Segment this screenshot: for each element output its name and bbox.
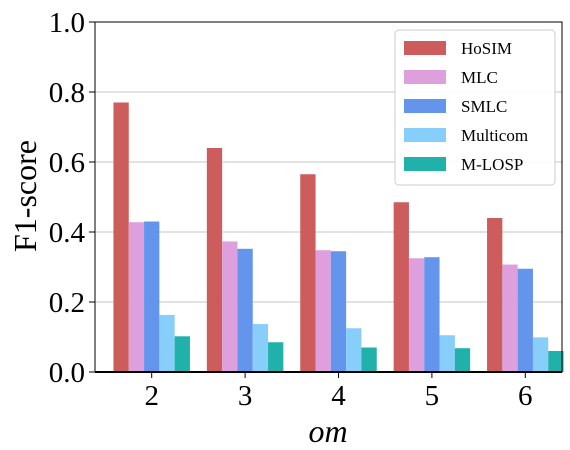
bar-hosim [393,202,409,372]
y-tick-label: 0.8 [49,77,85,109]
bar-multicom [346,328,362,372]
bar-mlc [502,264,518,372]
y-tick-label: 1.0 [49,7,85,39]
x-tick-label: 3 [238,380,253,412]
legend-swatch [404,41,446,55]
legend-label: HoSIM [461,39,512,58]
x-tick-label: 4 [331,380,346,412]
legend: HoSIM MLC SMLC Multicom M-LOSP [394,29,556,186]
bar-mlc [408,258,425,372]
bar-m-losp [268,342,284,372]
bar-m-losp [454,348,471,372]
bar-smlc [330,251,347,372]
y-axis-title: F1-score [7,140,43,252]
legend-label: Multicom [461,126,528,145]
bar-smlc [237,248,253,372]
legend-swatch [404,99,446,113]
bar-multicom [252,324,269,372]
y-tick-label: 0.2 [49,287,85,319]
bar-mlc [222,241,238,372]
bar-hosim [487,218,503,372]
y-tick-label: 0.4 [49,217,86,249]
bar-smlc [517,268,533,372]
x-axis-title: om [308,413,347,449]
bar-m-losp [174,336,190,372]
bar-hosim [206,148,223,372]
legend-label: MLC [461,68,498,87]
x-tick-labels: 2 3 4 5 6 [144,372,533,412]
bar-mlc [128,222,145,372]
x-tick-label: 5 [425,380,440,412]
bars [113,102,564,372]
legend-swatch [404,157,446,171]
bar-smlc [144,221,160,372]
bar-mlc [315,250,331,372]
y-tick-label: 0.6 [49,147,85,179]
bar-multicom [159,314,175,372]
bar-multicom [439,335,455,372]
legend-box [394,29,556,186]
bar-smlc [424,257,440,372]
legend-label: M-LOSP [461,155,523,174]
legend-swatch [404,70,446,84]
bar-m-losp [548,351,564,372]
legend-swatch [404,128,446,142]
axes [94,21,563,373]
y-tick-label: 0.0 [49,357,85,389]
bar-m-losp [361,347,377,372]
bar-hosim [113,102,129,372]
y-tick-labels: 0.0 0.2 0.4 0.6 0.8 1.0 [49,7,95,389]
bar-multicom [532,337,549,372]
legend-label: SMLC [461,97,507,116]
x-tick-label: 2 [144,380,159,412]
x-tick-label: 6 [518,380,533,412]
bar-hosim [300,174,316,372]
